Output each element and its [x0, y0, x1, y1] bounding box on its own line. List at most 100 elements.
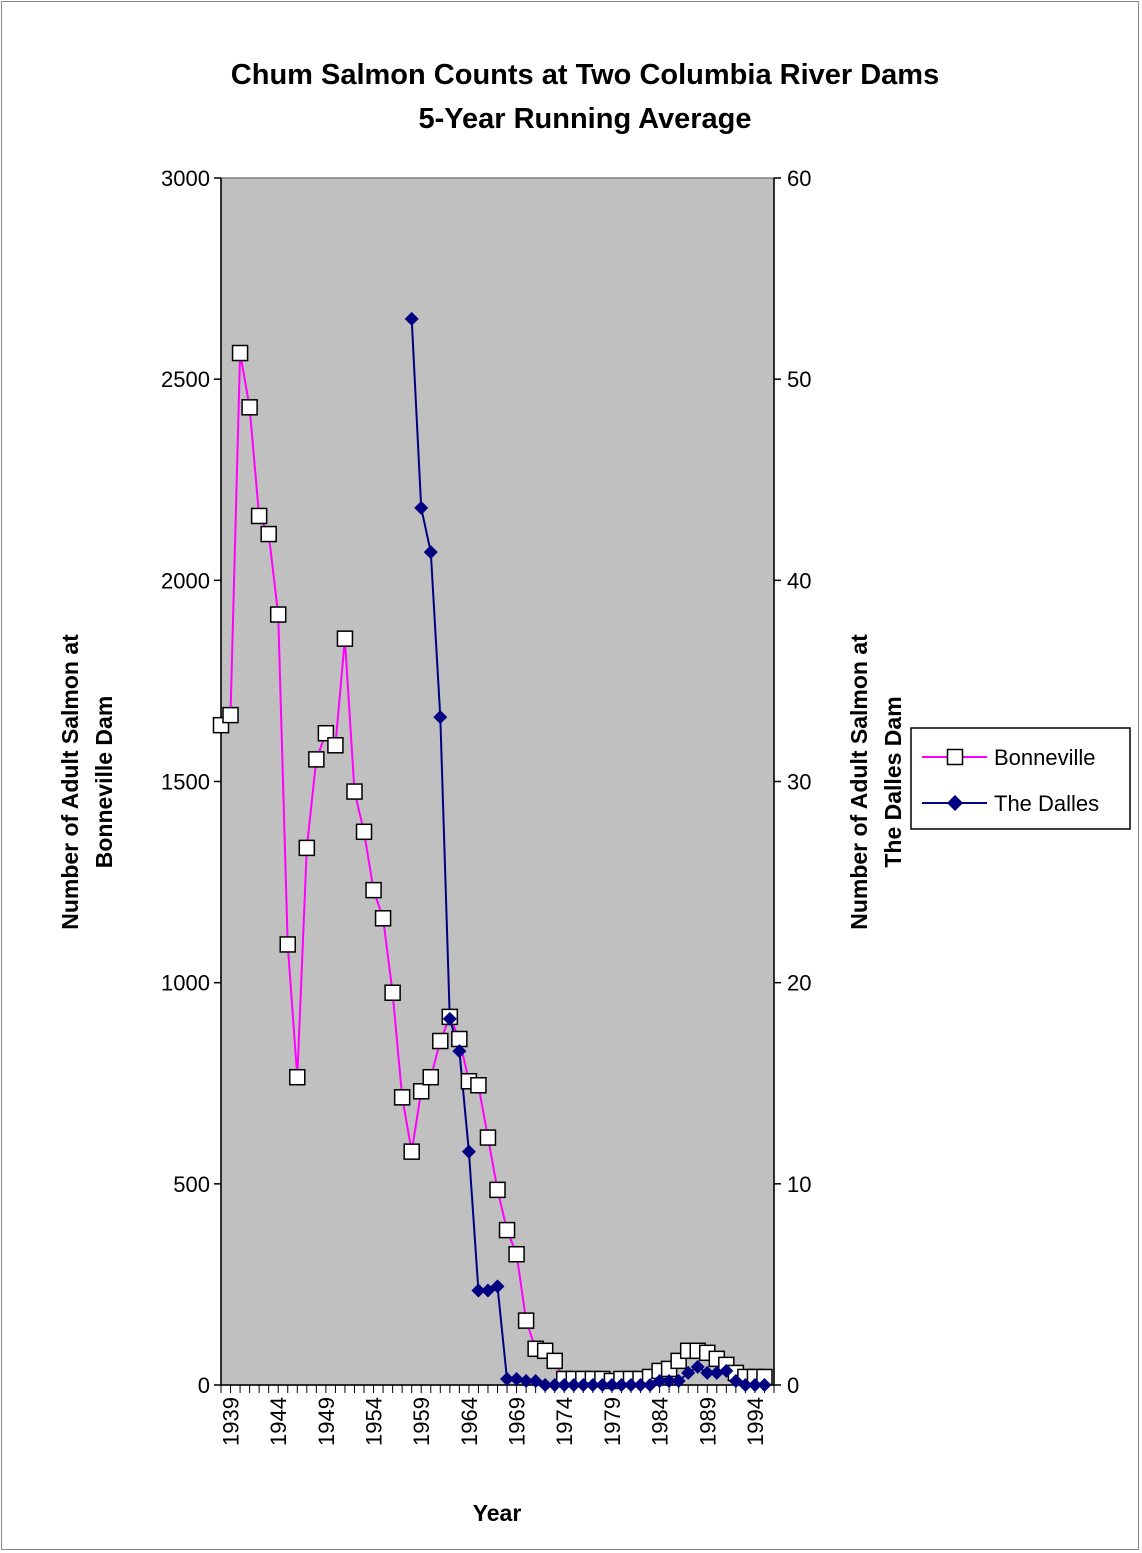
y-right-tick-label: 60	[787, 166, 811, 191]
data-point-bonneville	[393, 1089, 411, 1106]
data-point-the-dalles	[566, 1378, 581, 1392]
data-point-bonneville	[374, 910, 392, 927]
y-left-tick-label: 3000	[161, 166, 210, 191]
data-point-bonneville	[498, 1221, 516, 1239]
data-point-bonneville	[365, 881, 382, 899]
y-axis-right-label-line1: Number of Adult Salmon at	[846, 634, 872, 930]
plot-area	[220, 177, 775, 1386]
data-point-bonneville	[269, 606, 287, 623]
y-right-tick-label: 40	[787, 568, 811, 593]
data-point-bonneville	[327, 737, 344, 754]
data-point-bonneville	[517, 1312, 535, 1329]
legend-dalles-marker	[947, 795, 963, 811]
data-point-the-dalles	[547, 1378, 562, 1392]
x-tick-label: 1939	[219, 1397, 244, 1446]
data-point-bonneville	[470, 1077, 487, 1094]
y-right-tick-label: 10	[787, 1172, 811, 1197]
data-point-the-dalles	[433, 710, 448, 725]
x-tick-label: 1974	[552, 1397, 577, 1446]
data-point-the-dalles	[538, 1378, 553, 1392]
data-point-bonneville	[412, 1083, 430, 1100]
data-point-bonneville	[355, 823, 373, 841]
x-tick-label: 1994	[743, 1397, 768, 1446]
series-markers	[212, 311, 773, 1392]
data-point-the-dalles	[461, 1144, 476, 1159]
data-point-the-dalles	[700, 1365, 715, 1380]
y-axis-left-label-line1: Number of Adult Salmon at	[57, 634, 83, 930]
x-tick-label: 1964	[457, 1397, 482, 1446]
data-point-the-dalles	[423, 545, 438, 560]
data-point-the-dalles	[490, 1279, 505, 1294]
x-tick-label: 1949	[314, 1397, 339, 1446]
y-left-tick-label: 0	[198, 1373, 210, 1398]
data-point-the-dalles	[404, 311, 419, 326]
data-point-the-dalles	[500, 1371, 515, 1386]
data-point-the-dalles	[471, 1283, 486, 1298]
data-point-the-dalles	[633, 1378, 648, 1392]
data-point-the-dalles	[738, 1378, 753, 1392]
data-point-the-dalles	[557, 1378, 572, 1392]
x-axis-label: Year	[473, 1500, 522, 1526]
legend: Bonneville The Dalles	[910, 727, 1131, 830]
data-point-the-dalles	[604, 1378, 619, 1392]
x-tick-label: 1989	[695, 1397, 720, 1446]
data-point-bonneville	[489, 1181, 506, 1199]
data-point-bonneville	[479, 1129, 497, 1146]
data-point-bonneville	[432, 1032, 449, 1050]
x-tick-label: 1954	[362, 1397, 387, 1446]
data-point-bonneville	[231, 344, 249, 362]
data-point-the-dalles	[585, 1378, 600, 1392]
axes: 0 500 1000 1500 2000 2500 3000 0 10 20 30 40 50 60 193…	[161, 166, 811, 1446]
x-tick-label: 1979	[600, 1397, 625, 1446]
data-point-the-dalles	[614, 1378, 629, 1392]
data-point-bonneville	[317, 724, 335, 742]
x-tick-label: 1984	[648, 1397, 673, 1446]
data-point-bonneville	[546, 1352, 563, 1370]
y-right-tick-label: 30	[787, 770, 811, 795]
y-right-tick-label: 0	[787, 1373, 799, 1398]
legend-box	[910, 727, 1131, 830]
data-point-the-dalles	[709, 1365, 724, 1380]
data-point-the-dalles	[414, 500, 429, 515]
data-point-the-dalles	[623, 1378, 638, 1392]
y-left-tick-label: 2500	[161, 367, 210, 392]
y-left-tick-label: 1000	[161, 971, 210, 996]
data-point-the-dalles	[690, 1359, 705, 1374]
data-point-the-dalles	[509, 1371, 524, 1386]
data-point-bonneville	[289, 1068, 306, 1086]
data-point-bonneville	[384, 984, 401, 1001]
data-point-the-dalles	[662, 1373, 677, 1388]
data-point-the-dalles	[595, 1378, 610, 1392]
y-left-tick-label: 1500	[161, 770, 210, 795]
chart-title: Chum Salmon Counts at Two Columbia River…	[231, 59, 939, 91]
data-point-bonneville	[346, 783, 363, 800]
chart-subtitle: 5-Year Running Average	[418, 103, 751, 135]
data-point-bonneville	[222, 706, 239, 724]
data-point-bonneville	[308, 751, 325, 768]
data-point-the-dalles	[452, 1044, 467, 1059]
x-tick-label: 1944	[266, 1397, 291, 1446]
data-point-bonneville	[336, 630, 354, 647]
data-point-bonneville	[279, 936, 296, 953]
data-point-the-dalles	[757, 1378, 772, 1392]
data-point-bonneville	[298, 839, 316, 857]
data-point-bonneville	[241, 399, 258, 416]
data-point-the-dalles	[442, 1011, 457, 1026]
data-point-the-dalles	[719, 1363, 734, 1378]
data-point-bonneville	[403, 1143, 420, 1160]
legend-bonneville-marker	[946, 748, 964, 766]
y-right-tick-label: 50	[787, 367, 811, 392]
y-axis-right-label-line2: The Dalles Dam	[880, 696, 906, 867]
data-point-the-dalles	[576, 1378, 591, 1392]
y-left-tick-label: 500	[173, 1172, 210, 1197]
data-point-bonneville	[422, 1068, 440, 1086]
x-tick-label: 1959	[409, 1397, 434, 1446]
data-point-the-dalles	[671, 1373, 686, 1388]
x-tick-label: 1969	[505, 1397, 530, 1446]
data-point-bonneville	[250, 507, 268, 525]
y-left-tick-label: 2000	[161, 568, 210, 593]
data-point-the-dalles	[747, 1378, 762, 1392]
data-point-the-dalles	[519, 1373, 534, 1388]
